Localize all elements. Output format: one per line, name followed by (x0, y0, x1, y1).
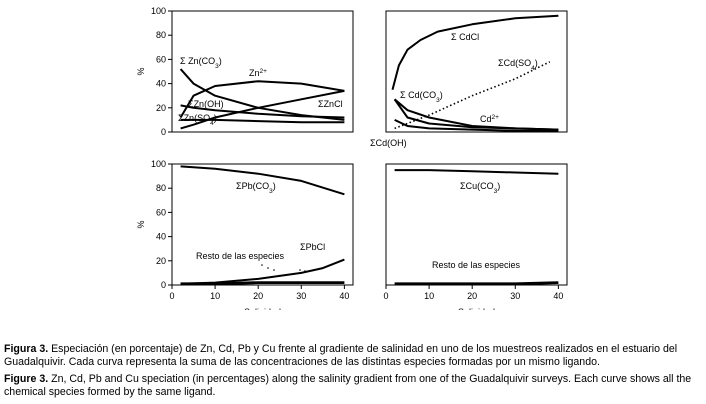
lead-series-label-part: ) (273, 181, 276, 191)
zinc-series-label-part: 4 (210, 120, 214, 127)
caption-english: Figure 3. Zn, Cd, Pb and Cu speciation (… (4, 373, 704, 398)
zinc-series-label-part: ΣZnCl (318, 99, 343, 109)
zinc-ytick-label: 0 (161, 127, 166, 137)
lead-marker-dot (273, 269, 275, 271)
cadmium-series-label-part: ) (535, 58, 538, 68)
lead-xtick-label: 30 (296, 291, 306, 301)
lead-ytick-label: 40 (156, 232, 166, 242)
lead-series-label-part: ΣPb(CO (236, 181, 269, 191)
cadmium-series-label-part: Cd (480, 114, 492, 124)
zinc-series-label-part: 3 (215, 63, 219, 70)
zinc-ytick-label: 100 (151, 6, 166, 16)
copper-xtick-label: 10 (424, 291, 434, 301)
cadmium-series-label: Cd2+ (480, 114, 499, 125)
lead-marker-dot (304, 270, 306, 272)
copper-xtick-label: 20 (467, 291, 477, 301)
copper-series-label-part: Resto de las especies (432, 260, 521, 270)
copper-xtick-label: 40 (553, 291, 563, 301)
cadmium-series-label: Σ Cd(CO3) (400, 90, 443, 104)
cadmium-series-line-2 (393, 98, 559, 131)
zinc-series-label: Zn2+ (249, 68, 267, 79)
lead-x-axis-label: Salinidad (244, 307, 281, 310)
lead-ytick-label: 60 (156, 207, 166, 217)
copper-xtick-label: 30 (510, 291, 520, 301)
lead-series-label: Resto de las especies (196, 251, 285, 261)
lead-marker-dot (267, 267, 269, 269)
caption-english-label: Figure 3. (4, 373, 49, 385)
cadmium-series-label: Σ CdCl (451, 32, 479, 42)
zinc-series-line-3 (180, 89, 345, 130)
caption-spanish: Figura 3. Especiación (en porcentaje) de… (4, 343, 704, 368)
cadmium-series-line-0 (391, 14, 559, 90)
zinc-series-label-part: ) (219, 56, 222, 66)
copper-series-label: Resto de las especies (432, 260, 521, 270)
copper-series-label: ΣCu(CO3) (460, 181, 500, 195)
lead-marker-dot (261, 264, 263, 266)
lead-xtick-label: 10 (210, 291, 220, 301)
lead-series-line-0 (180, 165, 345, 196)
zinc-series-label: ΣZnCl (318, 99, 343, 109)
lead-ytick-label: 20 (156, 256, 166, 266)
lead-series-label: ΣPb(CO3) (236, 181, 276, 195)
zinc-plot-frame (171, 10, 354, 133)
caption-english-text: Zn, Cd, Pb and Cu speciation (in percent… (4, 373, 692, 398)
caption-spanish-text: Especiación (en porcentaje) de Zn, Cd, P… (4, 343, 678, 368)
lead-marker-dot (299, 269, 301, 271)
lead-ytick-label: 100 (151, 159, 166, 169)
zinc-ytick-label: 40 (156, 79, 166, 89)
zinc-ytick-label: 60 (156, 54, 166, 64)
cadmium-series-label: ΣCd(SO4) (498, 58, 538, 72)
copper-xtick-label: 0 (383, 291, 388, 301)
lead-xtick-label: 40 (339, 291, 349, 301)
zinc-series-label-part: ΣZn(OH) (188, 99, 224, 109)
zinc-series-label-part: Σ Zn(CO (180, 56, 215, 66)
zinc-ytick-label: 80 (156, 30, 166, 40)
copper-series-line-1 (394, 281, 559, 286)
zinc-series-label: ΣZn(OH) (188, 99, 224, 109)
zinc-series-label-part: 2+ (260, 68, 268, 75)
cadmium-series-label-part: 3 (436, 97, 440, 104)
lead-xtick-label: 0 (169, 291, 174, 301)
lead-series-label-part: Resto de las especies (196, 251, 285, 261)
lead-xtick-label: 20 (253, 291, 263, 301)
lead-series-label: ΣPbCl (300, 242, 325, 252)
zinc-series-label-part: Zn (249, 68, 260, 78)
zinc-series-label-part: ΣZn(SO (178, 113, 210, 123)
zinc-y-axis-label: % (136, 67, 146, 75)
lead-y-axis-label: % (136, 220, 146, 228)
cadmium-series-label-part: 4 (531, 65, 535, 72)
zinc-series-label-part: ) (214, 113, 217, 123)
cadmium-series-label: ΣCd(OH) (370, 138, 407, 148)
copper-series-label-part: ΣCu(CO (460, 181, 494, 191)
zinc-series-line-4 (180, 118, 345, 124)
zinc-series-line-1 (179, 80, 345, 119)
copper-series-label-part: 3 (494, 188, 498, 195)
zinc-series-label: Σ Zn(CO3) (180, 56, 222, 70)
speciation-figure: 0 20 40 60 80 100% Σ Zn(CO3) Zn2+ ΣZn(OH) ΣZnCl ΣZ… (136, 6, 568, 310)
cadmium-series-line-4 (394, 118, 559, 132)
zinc-ytick-label: 20 (156, 103, 166, 113)
copper-series-label-part: ) (497, 181, 500, 191)
cadmium-series-line-3 (393, 98, 559, 131)
lead-ytick-label: 0 (161, 280, 166, 290)
lead-series-line-2 (180, 281, 345, 286)
copper-series-line-0 (394, 169, 559, 175)
cadmium-series-label-part: 2+ (492, 114, 500, 121)
cadmium-plot-frame (385, 10, 568, 133)
copper-x-axis-label: Salinidad (458, 307, 495, 310)
cadmium-series-label-part: ΣCd(OH) (370, 138, 407, 148)
lead-series-label-part: 3 (269, 188, 273, 195)
caption-spanish-label: Figura 3. (4, 343, 49, 355)
cadmium-series-label-part: ) (440, 90, 443, 100)
lead-series-label-part: ΣPbCl (300, 242, 325, 252)
cadmium-series-label-part: Σ CdCl (451, 32, 479, 42)
zinc-series-label: ΣZn(SO4) (178, 113, 217, 127)
lead-series-line-1 (180, 258, 345, 285)
cadmium-series-label-part: Σ Cd(CO (400, 90, 436, 100)
lead-plot-frame (171, 163, 354, 286)
cadmium-series-label-part: ΣCd(SO (498, 58, 531, 68)
lead-ytick-label: 80 (156, 183, 166, 193)
